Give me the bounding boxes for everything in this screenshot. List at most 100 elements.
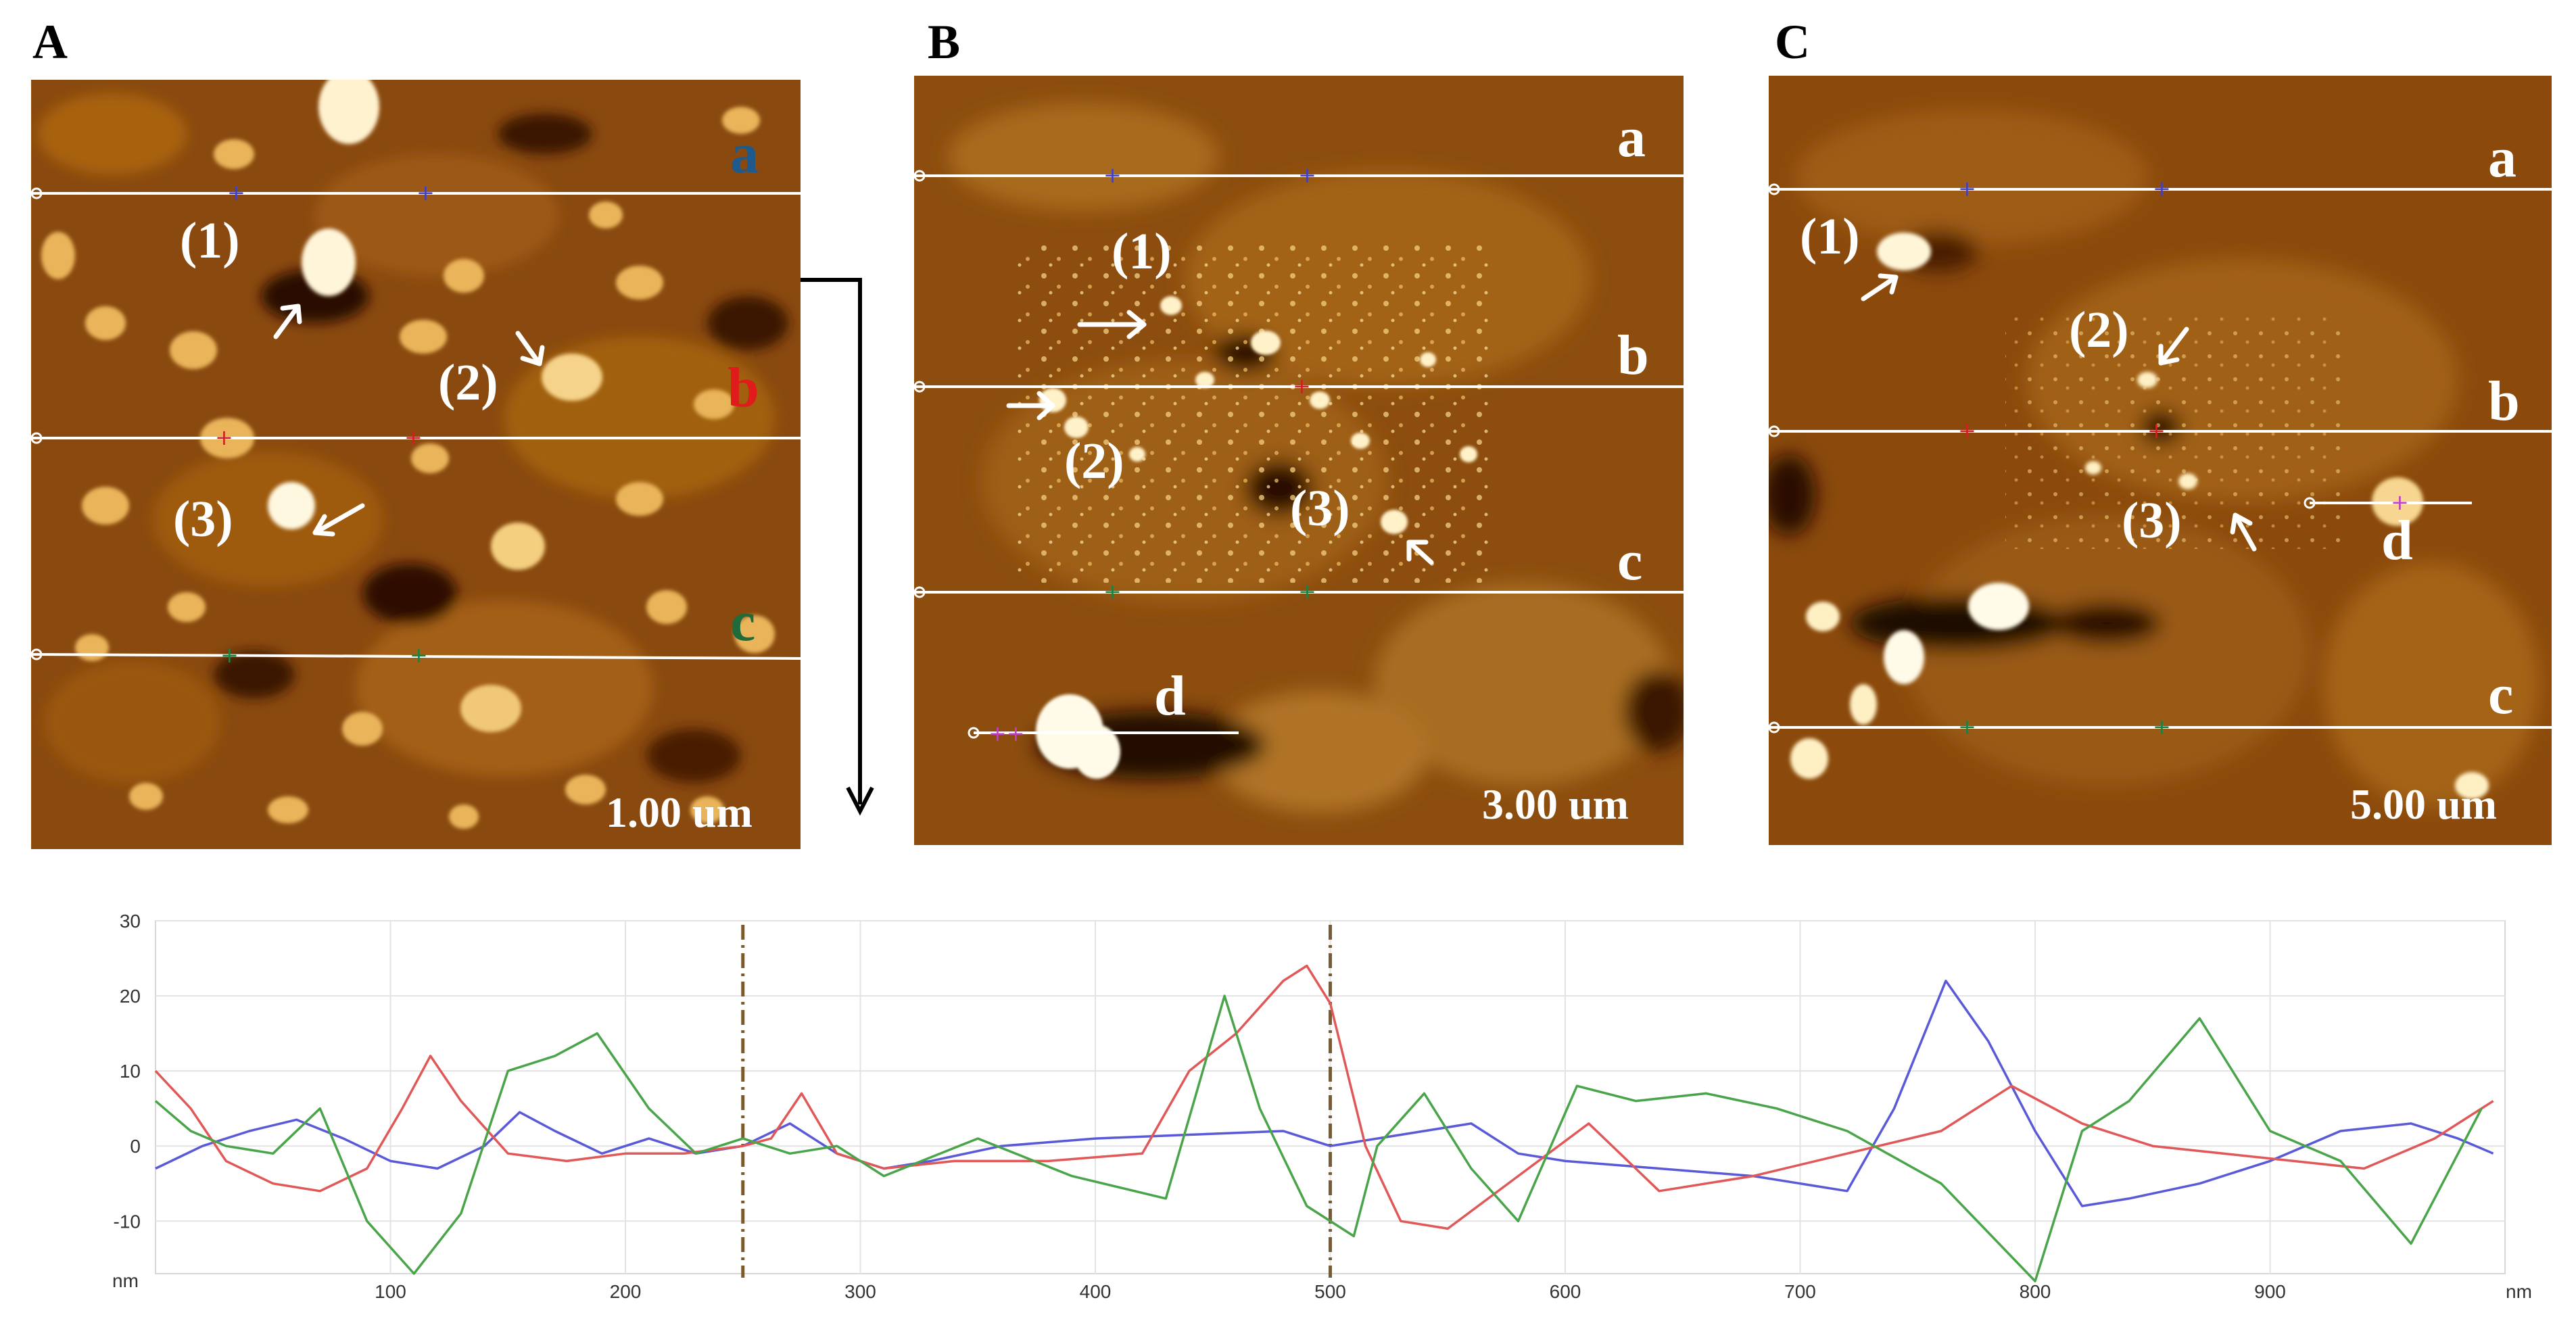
scan-start-marker [1769,183,1780,195]
x-axis-unit: nm [2506,1281,2532,1302]
feature-number-2: (2) [1064,433,1124,489]
scale-label-a: 1.00 um [606,788,753,836]
afm-texture-a [31,80,801,849]
arrow-1-icon [273,304,302,339]
panel-letter-a: A [32,15,68,69]
cursor-marker: + [416,180,435,206]
x-tick-label: 300 [844,1281,876,1302]
scale-label-b: 3.00 um [1482,780,1629,828]
scan-start-marker [914,586,926,598]
afm-texture-b [914,76,1684,845]
feature-number-3: (3) [1290,480,1350,537]
y-tick-label: 30 [120,911,141,932]
series-line-a [155,980,2494,1207]
y-tick-label: 10 [120,1061,141,1082]
cursor-marker: + [220,642,239,668]
cursor-marker: + [410,642,428,668]
series-line-b [154,964,2494,1230]
arrow-2-icon [1006,391,1055,420]
feature-number-2: (2) [2069,302,2129,358]
x-tick-label: 700 [1784,1281,1816,1302]
scan-start-marker [1769,425,1780,437]
line-label-c: c [2488,663,2514,726]
scan-start-marker [31,648,43,660]
cursor-marker: + [1293,373,1311,399]
cursor-marker: + [2391,489,2409,515]
scan-start-marker [1769,721,1780,733]
line-label-c: c [730,590,756,653]
scan-start-marker [914,381,926,393]
x-tick-label: 900 [2254,1281,2286,1302]
y-axis-unit: nm [112,1270,139,1291]
x-tick-labels: 100 200 300 400 500 600 700 800 900 [375,1281,2286,1302]
cursor-marker: ++ [988,721,1025,746]
line-label-a: a [2488,126,2517,189]
line-label-d: d [2381,509,2413,572]
series-line-c [154,994,2483,1282]
scan-start-marker [31,187,43,199]
arrow-1-icon [1077,310,1147,339]
arrow-1-icon [1861,273,1899,302]
chart-series [154,964,2494,1282]
scan-start-marker [31,432,43,444]
line-label-b: b [728,356,759,419]
section-markers [741,925,1332,1278]
line-label-a: a [1617,106,1646,169]
scan-start-marker [914,170,926,182]
scan-start-marker [2304,497,2316,509]
feature-number-2: (2) [438,354,498,411]
feature-number-1: (1) [180,212,240,269]
cursor-marker: + [1958,714,1976,740]
panel-letter-b: B [928,15,961,69]
arrow-3-icon [1406,539,1434,565]
x-tick-label: 100 [375,1281,406,1302]
feature-number-3: (3) [173,491,233,548]
arrow-3-icon [2230,512,2257,552]
feature-number-1: (1) [1112,223,1172,280]
feature-number-1: (1) [1800,208,1860,265]
x-tick-label: 600 [1550,1281,1581,1302]
cursor-marker: + [2153,176,2171,201]
cursor-marker: + [1958,418,1976,443]
cursor-marker: + [215,425,233,450]
scale-label-c: 5.00 um [2350,780,2497,828]
scan-start-marker [968,727,980,739]
y-tick-label: -10 [114,1211,141,1232]
afm-texture-c [1769,76,2552,845]
y-tick-labels: 30 20 10 0 -10 [114,911,141,1232]
connector-arrow [801,278,874,816]
cursor-marker: + [1103,162,1122,188]
arrow-3-icon [312,503,365,537]
cursor-marker: + [1298,162,1316,188]
cursor-marker: + [1103,579,1122,604]
line-label-c: c [1617,529,1643,592]
line-label-d: d [1154,665,1186,727]
afm-overlay-c: + + + + + + + [1769,176,2552,740]
arrow-2-icon [515,331,545,366]
afm-image-c: + + + + + + + (1) (2) (3) a b d c 5.00 u… [1769,76,2552,845]
afm-image-b: + + + + + ++ (1) (2) (3) a b c d 3.00 um [914,76,1684,845]
x-tick-label: 200 [610,1281,642,1302]
arrow-2-icon [2158,327,2189,366]
line-label-a: a [730,122,759,185]
x-tick-label: 800 [2020,1281,2051,1302]
cursor-marker: + [1958,176,1976,201]
cursor-marker: + [227,180,245,206]
cursor-marker: + [2153,714,2171,740]
cursor-marker: + [2147,418,2166,443]
line-label-b: b [2488,370,2520,433]
afm-overlay-a: + + + + + + [31,180,801,668]
x-tick-label: 500 [1314,1281,1346,1302]
cursor-marker: + [404,425,423,450]
panel-letter-c: C [1775,15,1810,69]
afm-image-a: + + + + + + (1) (2) (3) a b c 1.00 um [31,80,801,849]
feature-number-3: (3) [2122,492,2182,549]
cursor-marker: + [1298,579,1316,604]
line-label-b: b [1617,324,1649,387]
afm-overlay-b: + + + + + ++ [914,162,1684,746]
y-tick-label: 20 [120,986,141,1007]
x-tick-label: 400 [1080,1281,1112,1302]
scan-line-c [31,653,801,660]
y-tick-label: 0 [130,1136,141,1157]
